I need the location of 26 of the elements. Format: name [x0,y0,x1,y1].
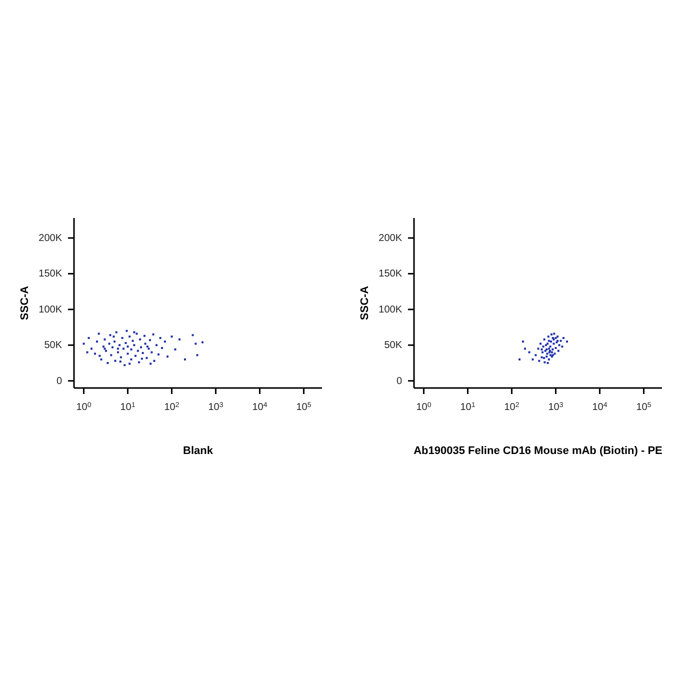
y-tick-label: 100K [378,304,402,316]
x-tick-label: 10$^{4}$ [592,402,608,413]
x-tick-label: 10$^{1}$ [120,402,136,413]
x-tick-label: 10$^{3}$ [208,402,224,413]
y-tick-label: 200K [38,233,62,244]
x-tick-label: 10$^{4}$ [252,402,268,413]
x-tick-label: 10$^{2}$ [164,402,180,413]
x-axis-title: Ab190035 Feline CD16 Mouse mAb (Biotin) - PE [414,445,662,457]
y-tick-label: 50K [384,340,402,352]
y-tick-label: 50K [44,340,62,352]
x-tick-label: 10$^{5}$ [636,402,652,413]
y-tick-label: 200K [378,233,402,244]
y-tick-label: 0 [56,376,62,387]
x-tick-label: 10$^{1}$ [460,402,476,413]
x-tick-label: 10$^{2}$ [504,402,520,413]
x-tick-label: 10$^{5}$ [296,402,312,413]
y-axis-title: SSC-A [358,286,371,320]
y-tick-label: 150K [38,268,62,280]
y-axis-title: SSC-A [18,286,31,320]
y-tick-label: 0 [396,376,402,387]
y-tick-label: 150K [378,268,402,280]
x-tick-label: 10$^{3}$ [548,402,564,413]
y-tick-label: 100K [38,304,62,316]
x-tick-label: 10$^{0}$ [76,402,92,413]
x-tick-label: 10$^{0}$ [416,402,432,413]
x-axis-title: Blank [183,445,214,457]
